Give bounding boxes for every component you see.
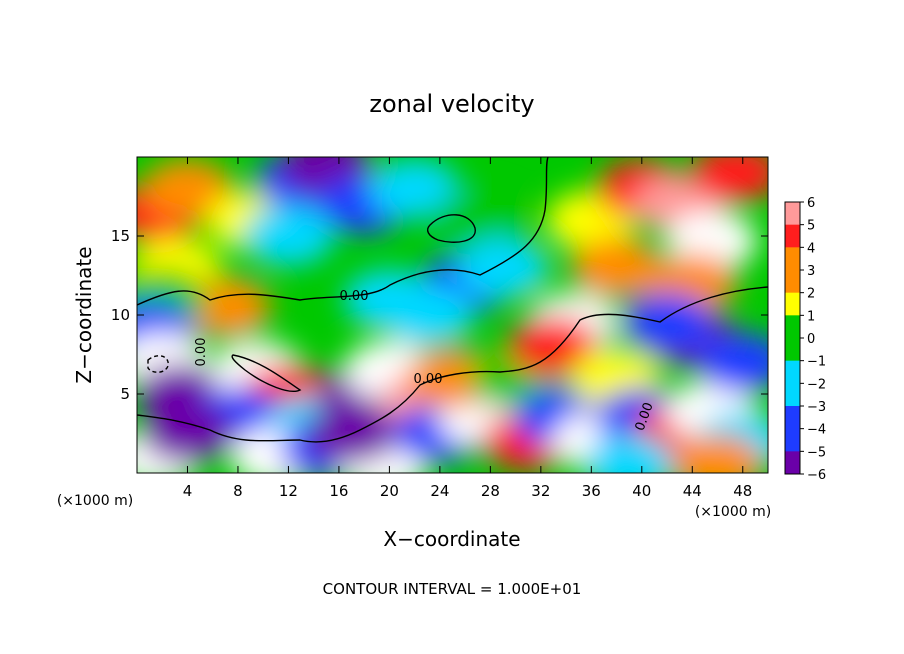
- x-unit-left: (×1000 m): [57, 493, 133, 509]
- field-blob-9: [431, 190, 524, 251]
- x-tick-label-40: 40: [632, 482, 651, 500]
- contour-upper: [137, 157, 549, 306]
- x-tick-label-36: 36: [582, 482, 601, 500]
- colorbar-label-8: −2: [807, 377, 826, 392]
- colorbar-label-7: −1: [807, 355, 826, 370]
- colorbar-segment-8: [785, 383, 800, 407]
- colorbar-label-3: 3: [807, 264, 815, 279]
- field-blob-7: [242, 206, 335, 266]
- colorbar-segment-11: [785, 451, 800, 475]
- colorbar-segment-9: [785, 406, 800, 430]
- colorbar-segment-10: [785, 428, 800, 452]
- field-blob-20: [343, 269, 436, 330]
- y-axis: 5 10 15: [111, 227, 768, 403]
- colorbar-segment-3: [785, 270, 800, 294]
- field-blob-1: [141, 158, 234, 219]
- colorbar-segment-1: [785, 224, 800, 248]
- field-blob-8: [368, 158, 461, 219]
- y-tick-label-5: 5: [120, 385, 130, 403]
- y-axis-label: Z−coordinate: [72, 246, 96, 383]
- contour-label-2: 0.00: [194, 338, 209, 367]
- colorbar-segment-4: [785, 292, 800, 316]
- colorbar-label-6: 0: [807, 332, 815, 347]
- colorbar: 6 5 4 3 2 1 0 −1 −2 −3 −4 −5 −6: [784, 196, 826, 483]
- colorbar-label-9: −3: [807, 400, 826, 415]
- colorbar-label-2: 4: [807, 241, 815, 256]
- x-tick-label-44: 44: [683, 482, 702, 500]
- colorbar-segment-6: [785, 338, 800, 362]
- field-blob-18: [456, 237, 549, 298]
- contour-loop-3: [147, 355, 169, 373]
- plot-area: [137, 157, 768, 473]
- colorbar-segment-5: [785, 315, 800, 339]
- colorbar-label-5: 1: [807, 309, 815, 324]
- colorbar-label-0: 6: [807, 196, 815, 211]
- colorbar-segment-0: [785, 202, 800, 226]
- colorbar-label-11: −5: [807, 445, 826, 460]
- contour-label-0: 0.00: [340, 289, 369, 304]
- y-tick-label-10: 10: [111, 306, 130, 324]
- contour-loop-1: [426, 214, 476, 243]
- colorbar-label-12: −6: [807, 468, 826, 483]
- zero-contours: [137, 157, 768, 443]
- contour-loop-2: [231, 354, 302, 392]
- colorbar-label-4: 2: [807, 287, 815, 302]
- x-tick-label-16: 16: [329, 482, 348, 500]
- colorbar-label-10: −4: [807, 423, 826, 438]
- y-tick-label-15: 15: [111, 227, 130, 245]
- chart-title: zonal velocity: [369, 90, 534, 118]
- contour-labels: 0.000.000.000.00: [194, 289, 657, 433]
- field-blob-53: [621, 292, 714, 353]
- field-blob-14: [690, 157, 768, 203]
- x-axis-label: X−coordinate: [383, 527, 520, 551]
- x-tick-label-8: 8: [233, 482, 243, 500]
- x-tick-label-48: 48: [733, 482, 752, 500]
- x-unit-right: (×1000 m): [695, 504, 771, 520]
- x-axis: 4 8 12 16 20 24 28 32 36 40 44 48: [183, 157, 752, 500]
- contour-interval-note: CONTOUR INTERVAL = 1.000E+01: [323, 580, 582, 598]
- x-tick-label-24: 24: [430, 482, 449, 500]
- x-tick-label-32: 32: [531, 482, 550, 500]
- field-blob-56: [583, 435, 676, 473]
- colorbar-segment-7: [785, 360, 800, 384]
- field-blob-41: [406, 348, 499, 409]
- field-blob-57: [671, 435, 764, 473]
- field-blob-54: [696, 332, 768, 393]
- x-tick-label-12: 12: [279, 482, 298, 500]
- x-tick-label-28: 28: [481, 482, 500, 500]
- colorbar-segment-2: [785, 247, 800, 271]
- contour-label-1: 0.00: [414, 372, 443, 387]
- colorbar-label-1: 5: [807, 219, 815, 234]
- contour-lower: [137, 286, 768, 443]
- field-blob-15: [570, 237, 663, 298]
- x-tick-label-4: 4: [183, 482, 193, 500]
- field-blob-45: [507, 316, 600, 377]
- x-tick-label-20: 20: [380, 482, 399, 500]
